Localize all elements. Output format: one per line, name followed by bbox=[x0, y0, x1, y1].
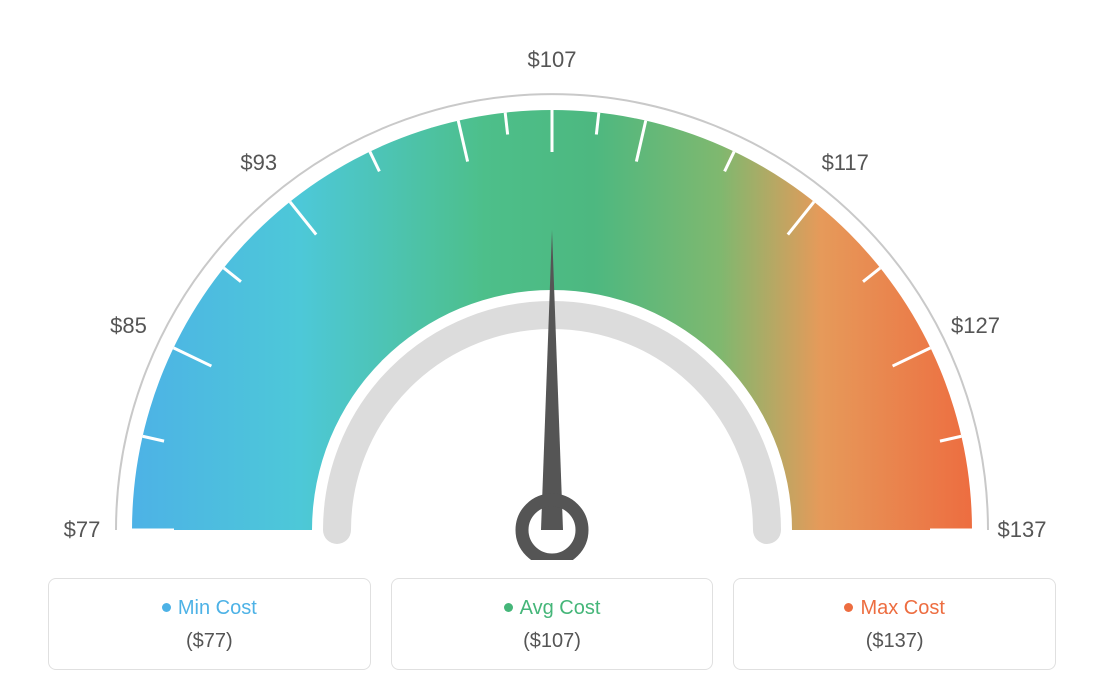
gauge-tick-label: $77 bbox=[64, 517, 101, 543]
legend-card-avg: Avg Cost ($107) bbox=[391, 578, 714, 670]
dot-icon-min bbox=[162, 603, 171, 612]
legend-avg-value: ($107) bbox=[404, 630, 701, 653]
chart-container: $77 $85 $93 $107 $117 $127 $137 Min Cost ($77)… bbox=[20, 20, 1084, 670]
gauge-svg bbox=[20, 20, 1084, 560]
legend-card-max: Max Cost ($137) bbox=[733, 578, 1056, 670]
legend-avg-title: Avg Cost bbox=[404, 597, 701, 620]
gauge-tick-label: $127 bbox=[951, 313, 1000, 339]
legend-min-title: Min Cost bbox=[61, 597, 358, 620]
dot-icon-avg bbox=[504, 603, 513, 612]
legend-row: Min Cost ($77) Avg Cost ($107) Max Cost … bbox=[20, 578, 1084, 670]
legend-min-value: ($77) bbox=[61, 630, 358, 653]
legend-card-min: Min Cost ($77) bbox=[48, 578, 371, 670]
legend-max-value: ($137) bbox=[746, 630, 1043, 653]
gauge-tick-label: $117 bbox=[822, 150, 869, 176]
legend-min-label: Min Cost bbox=[178, 597, 257, 619]
legend-max-title: Max Cost bbox=[746, 597, 1043, 620]
gauge-tick-label: $137 bbox=[998, 517, 1047, 543]
gauge-tick-label: $85 bbox=[110, 313, 147, 339]
legend-max-label: Max Cost bbox=[860, 597, 944, 619]
legend-avg-label: Avg Cost bbox=[520, 597, 601, 619]
dot-icon-max bbox=[844, 603, 853, 612]
gauge-chart: $77 $85 $93 $107 $117 $127 $137 bbox=[20, 20, 1084, 560]
gauge-tick-label: $93 bbox=[240, 150, 277, 176]
gauge-tick-label: $107 bbox=[528, 47, 577, 73]
